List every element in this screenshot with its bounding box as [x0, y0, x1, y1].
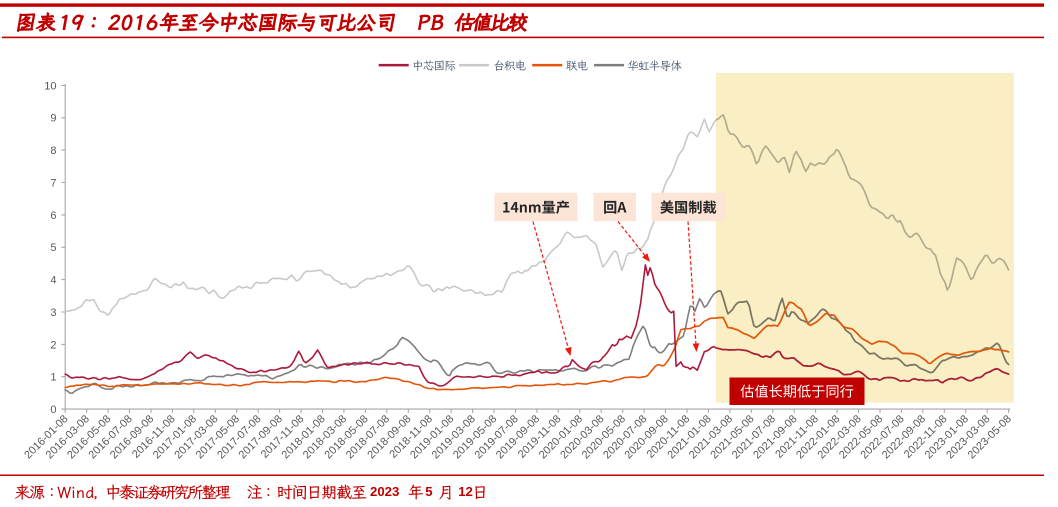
svg-text:2023: 2023	[370, 484, 399, 499]
svg-text:5: 5	[425, 484, 432, 499]
svg-text:4: 4	[50, 275, 56, 287]
svg-text:3: 3	[50, 307, 56, 319]
svg-text:7: 7	[50, 177, 56, 189]
svg-text:0: 0	[50, 404, 56, 416]
svg-text:1: 1	[50, 372, 56, 384]
svg-text:10: 10	[44, 80, 56, 92]
svg-text:12: 12	[458, 484, 473, 499]
svg-text:5: 5	[50, 242, 56, 254]
svg-text:8: 8	[50, 145, 56, 157]
svg-text:9: 9	[50, 113, 56, 125]
svg-text:6: 6	[50, 210, 56, 222]
svg-text:2: 2	[50, 339, 56, 351]
